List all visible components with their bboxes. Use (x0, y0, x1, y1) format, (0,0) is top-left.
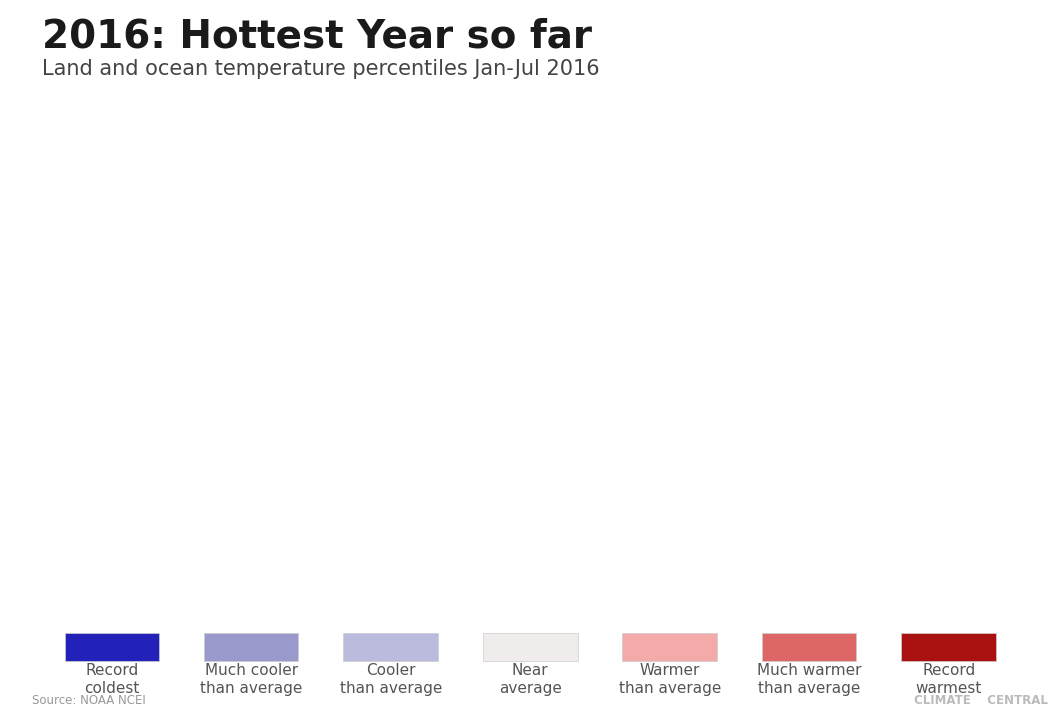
Text: Much cooler
than average: Much cooler than average (201, 663, 302, 696)
Text: Warmer
than average: Warmer than average (618, 663, 721, 696)
Text: [World Temperature Map - Cartopy Required]: [World Temperature Map - Cartopy Require… (275, 349, 775, 369)
Text: Record
coldest: Record coldest (84, 663, 140, 696)
Text: 2016: Hottest Year so far: 2016: Hottest Year so far (42, 18, 592, 56)
Text: Land and ocean temperature percentiles Jan-Jul 2016: Land and ocean temperature percentiles J… (42, 59, 600, 79)
Text: Record
warmest: Record warmest (916, 663, 982, 696)
Text: Source: NOAA NCEI: Source: NOAA NCEI (32, 694, 145, 707)
Text: Much warmer
than average: Much warmer than average (757, 663, 861, 696)
Text: Cooler
than average: Cooler than average (339, 663, 442, 696)
Text: Near
average: Near average (499, 663, 562, 696)
Text: CLIMATE    CENTRAL: CLIMATE CENTRAL (914, 694, 1048, 707)
